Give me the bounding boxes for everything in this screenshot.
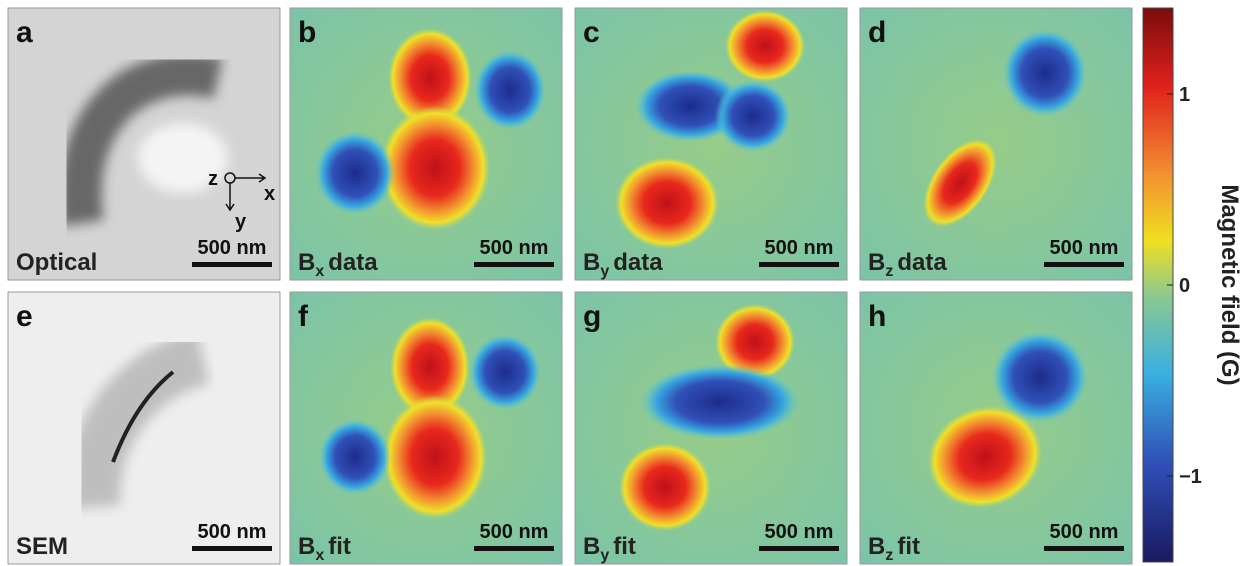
caption-subscript: y <box>600 263 609 280</box>
panel-letter: b <box>298 16 316 49</box>
colorbar-label: Magnetic field (G) <box>1216 184 1241 385</box>
colorbar-tick-label: 1 <box>1179 84 1190 106</box>
scalebar-label: 500 nm <box>480 521 549 543</box>
panel-letter: e <box>16 300 33 333</box>
scalebar <box>1044 546 1124 551</box>
field-blob <box>383 395 487 519</box>
caption-symbol: B <box>298 533 315 560</box>
field-blob <box>615 157 719 249</box>
caption-subscript: x <box>315 547 324 564</box>
scalebar-label: 500 nm <box>1050 237 1119 259</box>
scalebar <box>1044 262 1124 267</box>
scalebar <box>759 262 839 267</box>
panel-letter: c <box>583 16 600 49</box>
field-blob <box>640 364 800 440</box>
field-blob <box>380 106 490 230</box>
field-blob <box>319 419 391 495</box>
caption-symbol: B <box>868 533 885 560</box>
colorbar-tick-label: 0 <box>1179 275 1190 297</box>
caption-text: fit <box>897 533 920 560</box>
field-blob <box>1003 29 1087 117</box>
field-blob <box>474 50 546 130</box>
field-blob <box>315 131 395 215</box>
scalebar-label: 500 nm <box>1050 521 1119 543</box>
axis-label: x <box>264 183 275 205</box>
caption-text: data <box>328 249 378 276</box>
scalebar-label: 500 nm <box>765 521 834 543</box>
panel: a Optical 500 nm z xy <box>8 8 280 280</box>
caption-symbol: B <box>298 249 315 276</box>
caption-symbol: B <box>583 533 600 560</box>
caption-text: fit <box>613 533 636 560</box>
scalebar <box>192 546 272 551</box>
field-blob <box>469 334 541 410</box>
caption-symbol: B <box>583 249 600 276</box>
scalebar-label: 500 nm <box>198 237 267 259</box>
caption-subscript: z <box>885 547 893 564</box>
scalebar-label: 500 nm <box>765 237 834 259</box>
figure: aOptical500 nmzxybBxdata500 nmcBydata500… <box>0 0 1241 566</box>
scalebar <box>759 546 839 551</box>
field-blob <box>725 10 805 82</box>
caption-subscript: z <box>885 263 893 280</box>
scalebar-label: 500 nm <box>198 521 267 543</box>
axis-label: y <box>235 211 247 233</box>
panel-caption: Optical <box>16 249 97 276</box>
caption-text: data <box>897 249 947 276</box>
colorbar-tick-label: −1 <box>1179 466 1202 488</box>
scalebar <box>192 262 272 267</box>
scalebar <box>474 262 554 267</box>
panel-caption: SEM <box>16 533 68 560</box>
panel-letter: g <box>583 300 601 333</box>
caption-symbol: B <box>868 249 885 276</box>
panel: e SEM 500 nm <box>8 292 280 564</box>
panel-letter: h <box>868 300 886 333</box>
axis-label: z <box>208 168 218 190</box>
caption-subscript: x <box>315 263 324 280</box>
panel-letter: d <box>868 16 886 49</box>
panel-letter: a <box>16 16 33 49</box>
field-blob <box>715 80 791 152</box>
caption-text: data <box>613 249 663 276</box>
field-blob <box>619 443 711 531</box>
caption-text: fit <box>328 533 351 560</box>
scalebar <box>474 546 554 551</box>
caption-subscript: y <box>600 547 609 564</box>
panel-letter: f <box>298 300 309 333</box>
scalebar-label: 500 nm <box>480 237 549 259</box>
